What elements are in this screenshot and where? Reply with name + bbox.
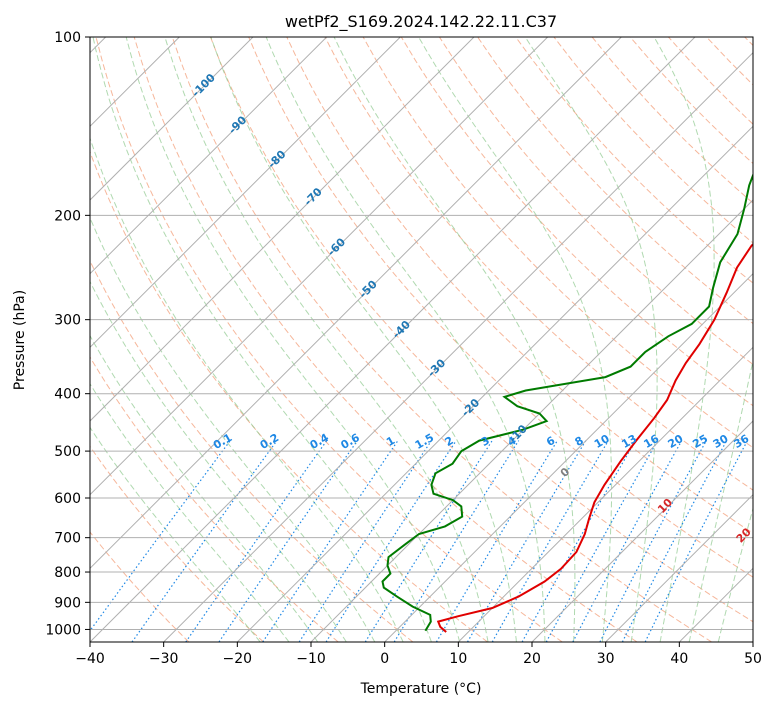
moist-adiabat [90, 136, 404, 642]
mixing-ratio-line [466, 440, 587, 642]
x-tick-label: −30 [149, 651, 179, 667]
x-tick-label: 20 [523, 651, 541, 667]
y-tick-label: 500 [54, 444, 81, 460]
dry-adiabat [90, 445, 264, 642]
profiles [381, 172, 753, 633]
pressure-grid [90, 37, 753, 630]
dewpoint-profile [381, 172, 753, 632]
moist-adiabat [90, 382, 290, 642]
dry-adiabat [90, 150, 488, 642]
mixing-ratio-line [491, 440, 609, 642]
chart-title: wetPf2_S169.2024.142.22.11.C37 [285, 12, 557, 32]
moist-adiabat [210, 37, 517, 642]
isotherm [90, 37, 696, 642]
isotherm [605, 493, 753, 642]
moist-adiabat [90, 280, 347, 642]
y-axis-label: Pressure (hPa) [12, 290, 28, 390]
y-tick-label: 400 [54, 387, 81, 403]
x-tick-label: 50 [744, 651, 762, 667]
dry-adiabat [400, 37, 753, 407]
x-tick-label: 30 [597, 651, 615, 667]
moist-adiabat [418, 37, 613, 642]
moist-adiabat [90, 334, 319, 642]
isotherm [90, 37, 254, 201]
isotherm [90, 37, 328, 275]
dry-adiabat [438, 37, 753, 366]
mixing-ratio-line [325, 440, 457, 642]
isotherm [384, 272, 753, 642]
x-tick-label: −40 [75, 651, 105, 667]
mixing-ratio-line [521, 440, 637, 642]
moist-adiabat [265, 37, 546, 642]
x-tick-label: 40 [670, 651, 688, 667]
isotherm [90, 37, 622, 570]
x-tick-label: −20 [223, 651, 253, 667]
moist-adiabat [90, 216, 376, 642]
y-tick-label: 100 [54, 30, 81, 46]
y-tick-label: 700 [54, 531, 81, 547]
y-tick-label: 800 [54, 565, 81, 581]
dry-adiabat [210, 37, 753, 623]
moist-adiabat [125, 37, 461, 642]
mixing-ratio-line [262, 440, 399, 642]
mixing-ratio-line [131, 440, 278, 642]
y-axis: 100 200 300 400 500 600 700 800 900 1000 [45, 30, 90, 638]
dry-adiabat [95, 37, 563, 642]
moist-adiabat [92, 37, 432, 642]
isotherm [90, 37, 549, 496]
y-tick-label: 1000 [45, 622, 81, 638]
dry-adiabat [90, 356, 339, 642]
x-tick-label: −10 [296, 651, 326, 667]
mixing-ratio-line [644, 440, 748, 642]
moist-adiabat [524, 37, 658, 642]
isotherm [236, 125, 753, 642]
y-tick-label: 900 [54, 595, 81, 611]
isotherm [90, 37, 401, 349]
y-tick-label: 200 [54, 208, 81, 224]
isotherm [457, 346, 753, 642]
x-axis: −40 −30 −20 −10 0 10 20 30 40 50 [75, 642, 762, 667]
x-tick-label: 0 [380, 651, 389, 667]
background-lines [90, 37, 753, 642]
mixing-ratio-line [572, 440, 683, 642]
isotherm [310, 199, 753, 642]
isotherm [90, 37, 475, 422]
isotherm [531, 420, 753, 642]
isotherm [752, 641, 753, 642]
moist-adiabat [90, 426, 261, 642]
temperature-profile [436, 243, 753, 633]
mixing-ratio-line [364, 440, 493, 642]
x-axis-label: Temperature (°C) [360, 681, 482, 697]
mixing-ratio-line [298, 440, 432, 642]
isotherm [163, 51, 753, 642]
dry-adiabat [515, 37, 753, 284]
moist-adiabat [653, 37, 715, 642]
y-tick-label: 300 [54, 313, 81, 329]
plot-frame [89, 36, 754, 643]
plot-background [90, 37, 753, 642]
dry-adiabat [248, 37, 753, 578]
mixing-ratio-line [90, 440, 231, 632]
x-tick-label: 10 [449, 651, 467, 667]
moist-adiabat [688, 358, 753, 642]
mixing-ratio-line [185, 440, 328, 642]
y-tick-label: 600 [54, 491, 81, 507]
mixing-ratio-line [545, 440, 659, 642]
moist-adiabat [164, 37, 489, 642]
moist-adiabat [333, 37, 576, 642]
dry-adiabat [90, 531, 190, 642]
